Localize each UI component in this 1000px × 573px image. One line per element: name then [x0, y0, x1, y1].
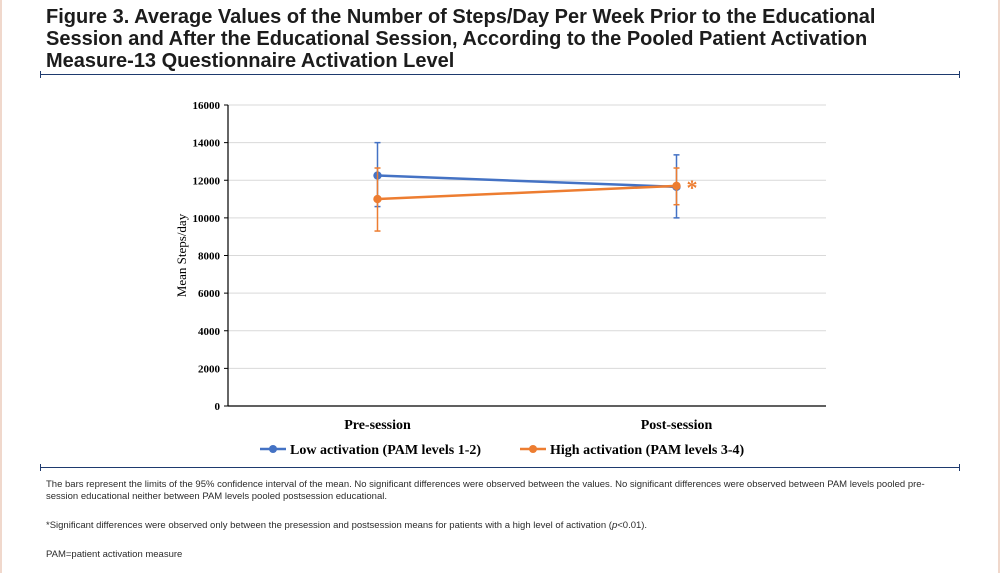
- data-point: [373, 194, 382, 204]
- x-tick-label: Pre-session: [344, 418, 411, 433]
- divider-cap-right: [959, 71, 960, 78]
- footnotes: The bars represent the limits of the 95%…: [46, 479, 956, 561]
- y-tick-label: 2000: [198, 363, 221, 375]
- y-tick-label: 16000: [193, 100, 221, 112]
- footnote-ci: The bars represent the limits of the 95%…: [46, 479, 925, 502]
- gridlines: [228, 104, 826, 369]
- legend-swatch-marker: [529, 445, 537, 453]
- data-point: [672, 181, 681, 191]
- legend-label: High activation (PAM levels 3-4): [550, 443, 744, 458]
- divider-cap-right: [959, 464, 960, 471]
- series-line: [377, 184, 677, 201]
- y-axis-label: Mean Steps/day: [174, 213, 189, 297]
- footnote-significance-text: *Significant differences were observed o…: [46, 520, 612, 531]
- legend-label: Low activation (PAM levels 1-2): [290, 443, 481, 458]
- footnote-significance: *Significant differences were observed o…: [46, 520, 956, 532]
- y-tick-label: 6000: [198, 288, 221, 300]
- divider-cap-left: [40, 464, 41, 471]
- x-tick-label: Post-session: [641, 418, 713, 433]
- chart-area: 0 2000 4000 6000 8000 10000 12000 14000 16000 Pre…: [174, 100, 826, 458]
- series-line: [377, 174, 677, 189]
- figure-title: Figure 3. Average Values of the Number o…: [46, 6, 876, 72]
- y-tick-label: 10000: [193, 213, 221, 225]
- y-tick-label: 0: [215, 401, 221, 413]
- axes: 0 2000 4000 6000 8000 10000 12000 14000 16000 Pre…: [174, 100, 826, 433]
- bottom-divider: [40, 464, 960, 471]
- footnote-abbreviation: PAM=patient activation measure: [46, 549, 183, 560]
- footnote-p-symbol: p: [611, 520, 618, 531]
- y-tick-label: 4000: [198, 326, 221, 338]
- significance-marker: *: [687, 175, 698, 200]
- series: *: [373, 141, 698, 232]
- legend-swatch-marker: [269, 445, 277, 453]
- page-border-left: [0, 0, 2, 573]
- y-tick-label: 12000: [193, 175, 221, 187]
- legend: Low activation (PAM levels 1-2) High acti…: [260, 443, 744, 458]
- y-tick-label: 8000: [198, 251, 221, 263]
- footnote-p-value: <0.01).: [617, 520, 648, 531]
- top-divider: [40, 71, 960, 78]
- page-border-right: [998, 0, 1000, 573]
- divider-cap-left: [40, 71, 41, 78]
- y-tick-label: 14000: [193, 138, 221, 150]
